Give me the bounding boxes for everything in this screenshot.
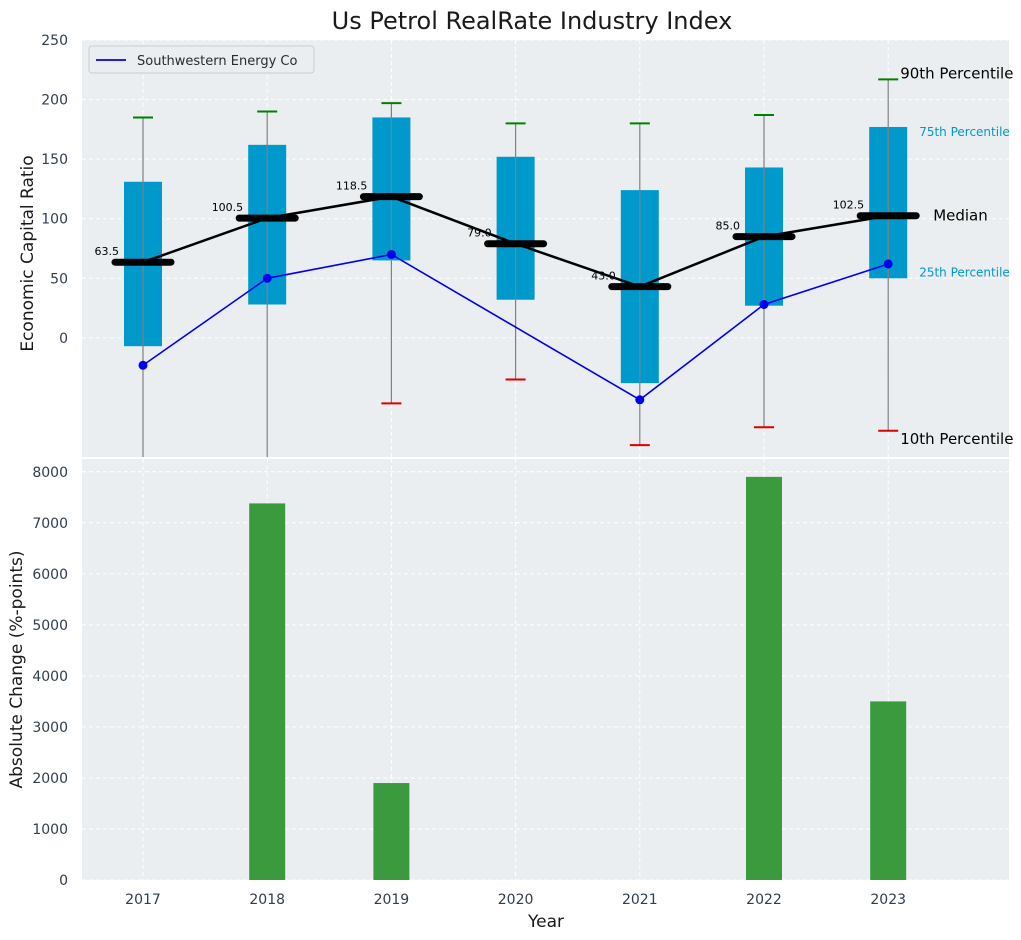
legend-label: Southwestern Energy Co <box>137 54 297 69</box>
bottom-y-tick-label: 2000 <box>32 771 68 787</box>
x-tick-label: 2018 <box>249 892 285 908</box>
top-clipped-marks <box>111 78 920 457</box>
x-axis-label: Year <box>527 912 564 932</box>
bottom-panel: 0 1000 2000 3000 4000 5000 6000 7000 8000 2017 201… <box>7 459 1009 932</box>
annotation-90th-percentile: 90th Percentile <box>900 64 1013 82</box>
top-y-tick-label: 100 <box>41 212 68 228</box>
annotation-10th-percentile: 10th Percentile <box>900 430 1013 448</box>
bottom-y-tick-label: 3000 <box>32 720 68 736</box>
bottom-plot-area <box>82 459 1009 880</box>
top-panel: 0 50 100 150 200 250 63.5 100.5 118.5 79.0 43.0 85.… <box>18 33 1013 457</box>
top-y-axis-label: Economic Capital Ratio <box>18 155 38 351</box>
legend-box <box>88 45 315 74</box>
median-value-label: 63.5 <box>95 245 120 258</box>
bottom-y-tick-label: 6000 <box>32 567 68 583</box>
x-tick-label: 2023 <box>870 892 906 908</box>
bottom-y-tick-label: 7000 <box>32 516 68 532</box>
series-line-southwestern-energy <box>142 253 889 401</box>
median-value-label: 43.0 <box>591 270 616 283</box>
x-tick-label: 2021 <box>622 892 658 908</box>
series-point <box>883 259 893 269</box>
annotation-25th-percentile: 25th Percentile <box>919 265 1010 279</box>
top-y-tick-label: 250 <box>41 33 68 49</box>
top-y-tick-label: 200 <box>41 93 68 109</box>
bottom-y-tick-label: 0 <box>59 873 68 889</box>
legend: Southwestern Energy Co <box>88 45 315 74</box>
chart-title: Us Petrol RealRate Industry Index <box>332 7 733 35</box>
x-tick-label: 2022 <box>746 892 782 908</box>
bottom-y-tick-label: 4000 <box>32 669 68 685</box>
top-plot-area <box>82 40 1009 457</box>
series-point <box>759 299 769 309</box>
median-value-label: 102.5 <box>833 199 865 212</box>
x-tick-label: 2020 <box>498 892 534 908</box>
x-tick-label: 2017 <box>125 892 161 908</box>
bottom-y-tick-label: 8000 <box>32 465 68 481</box>
top-y-tick-label: 0 <box>59 331 68 347</box>
change-bar <box>870 701 907 880</box>
series-point <box>386 249 396 259</box>
series-point <box>262 273 272 283</box>
x-tick-label: 2019 <box>374 892 410 908</box>
top-y-tick-label: 150 <box>41 152 68 168</box>
annotation-median: Median <box>933 207 988 225</box>
bottom-y-axis-label: Absolute Change (%-points) <box>7 551 27 789</box>
change-bar <box>746 476 782 880</box>
bottom-y-tick-label: 5000 <box>32 618 68 634</box>
median-value-label: 100.5 <box>212 201 244 214</box>
median-value-label: 85.0 <box>716 220 741 233</box>
median-value-label: 118.5 <box>336 180 368 193</box>
median-value-label: 79.0 <box>467 227 492 240</box>
change-bar <box>249 503 286 880</box>
annotation-75th-percentile: 75th Percentile <box>919 125 1010 139</box>
top-y-tick-label: 50 <box>50 271 68 287</box>
bottom-y-tick-label: 1000 <box>32 822 68 838</box>
change-bar <box>373 783 410 880</box>
series-point <box>138 360 148 370</box>
series-point <box>635 395 645 405</box>
